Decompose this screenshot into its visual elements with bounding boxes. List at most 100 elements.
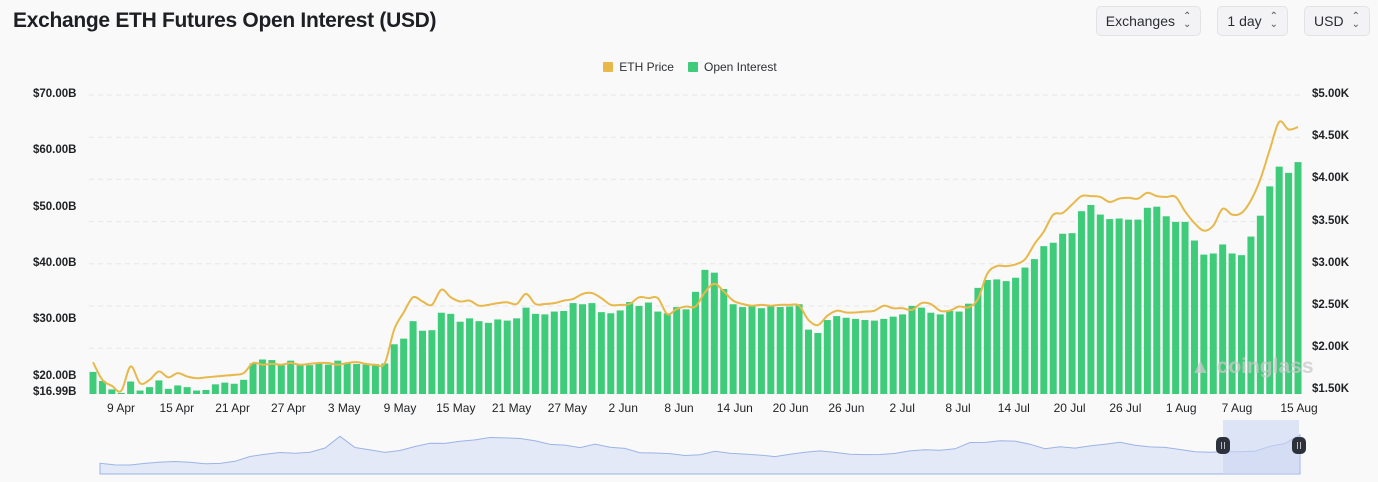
oi-bar: [579, 304, 587, 394]
oi-bar: [597, 312, 605, 394]
y-left-tick-label: $20.00B: [33, 370, 77, 382]
oi-bar: [127, 381, 135, 394]
oi-bar: [145, 387, 153, 394]
oi-bar: [1200, 254, 1208, 394]
oi-bar: [1106, 219, 1114, 394]
drag-handle-icon: [1216, 437, 1230, 454]
oi-bar: [1115, 218, 1123, 394]
oi-bar: [174, 385, 182, 394]
oi-bar: [720, 289, 728, 394]
oi-bar: [663, 313, 671, 394]
exchanges-select-label: Exchanges: [1105, 13, 1176, 29]
oi-bar: [1068, 233, 1076, 394]
x-tick-label: 7 Aug: [1221, 401, 1253, 415]
exchanges-select[interactable]: Exchanges ⌃ ⌄: [1095, 6, 1202, 36]
oi-bar: [456, 321, 464, 394]
oi-bar: [400, 338, 408, 394]
y-right-tick-label: $2.00K: [1312, 341, 1350, 354]
legend-item-open-interest[interactable]: Open Interest: [687, 60, 777, 74]
oi-bar: [710, 272, 718, 394]
oi-bar: [183, 387, 191, 394]
oi-bar: [607, 313, 615, 394]
legend-swatch: [603, 62, 614, 72]
legend-label: ETH Price: [619, 60, 674, 74]
x-tick-label: 14 Jun: [716, 401, 753, 415]
oi-bar: [1285, 172, 1293, 394]
oi-bar: [531, 313, 539, 394]
oi-bar: [447, 313, 455, 394]
oi-bar: [1219, 244, 1227, 394]
x-tick-label: 9 May: [383, 401, 417, 415]
oi-bar: [409, 321, 417, 394]
y-left-tick-label: $60.00B: [33, 144, 77, 156]
oi-bar: [343, 362, 351, 394]
oi-bar: [1238, 255, 1246, 394]
oi-bar: [268, 360, 276, 394]
oi-bar: [701, 269, 709, 394]
oi-bar: [692, 291, 699, 394]
oi-bar: [833, 316, 841, 394]
interval-select[interactable]: 1 day ⌃ ⌄: [1217, 6, 1289, 36]
x-tick-label: 26 Jul: [1109, 401, 1142, 415]
chevron-updown-icon: ⌃ ⌄: [1269, 11, 1279, 30]
x-tick-label: 20 Jun: [772, 401, 809, 415]
y-right-tick-label: $3.00K: [1312, 256, 1350, 269]
oi-bar: [136, 390, 144, 394]
oi-bar: [1247, 236, 1255, 394]
oi-bar: [1059, 233, 1067, 394]
oi-bar: [371, 364, 379, 394]
oi-bar: [1209, 253, 1217, 394]
oi-bar: [418, 330, 426, 394]
oi-bar: [1049, 242, 1057, 394]
drag-handle-icon: [1292, 437, 1306, 454]
oi-bar: [1030, 259, 1038, 394]
oi-bar: [1172, 221, 1180, 394]
oi-bar: [1021, 267, 1029, 394]
oi-bar: [804, 329, 812, 394]
y-left-tick-label: $50.00B: [33, 201, 77, 213]
watermark-text: coinglass: [1216, 355, 1314, 378]
oi-bar: [776, 307, 784, 394]
oi-bar: [1143, 207, 1151, 394]
oi-bar: [870, 320, 878, 394]
oi-bar: [616, 310, 624, 394]
oi-bar: [880, 318, 888, 394]
oi-bar: [108, 389, 116, 394]
chart-legend: ETH Price Open Interest: [0, 60, 1378, 74]
oi-bar: [334, 360, 342, 394]
currency-select[interactable]: USD ⌃ ⌄: [1304, 6, 1370, 36]
oi-bar: [1125, 219, 1133, 394]
y-left-tick-label: $16.99B: [33, 386, 77, 398]
oi-bar: [739, 307, 747, 394]
oi-bar: [955, 311, 963, 394]
x-tick-label: 14 Jul: [997, 401, 1030, 415]
legend-item-eth-price[interactable]: ETH Price: [603, 60, 674, 74]
oi-bar: [748, 305, 756, 394]
oi-bar: [1040, 246, 1048, 394]
x-tick-label: 20 Jul: [1053, 401, 1086, 415]
oi-bar: [814, 333, 822, 394]
y-left-tick-label: $30.00B: [33, 313, 77, 325]
oi-bar: [946, 311, 954, 394]
y-left-tick-label: $40.00B: [33, 257, 77, 269]
oi-bar: [249, 363, 257, 394]
oi-bar: [1294, 162, 1302, 394]
oi-bar: [682, 309, 690, 394]
oi-bar: [381, 363, 389, 394]
oi-bar: [466, 318, 474, 394]
x-tick-label: 9 Apr: [106, 401, 136, 415]
oi-bar: [240, 379, 248, 394]
oi-bar: [993, 279, 1001, 394]
oi-bar: [202, 389, 210, 394]
oi-bar: [437, 312, 445, 394]
oi-bar: [936, 314, 944, 394]
oi-bar: [908, 305, 916, 394]
y-right-tick-label: $2.50K: [1312, 299, 1350, 311]
x-tick-label: 2 Jul: [889, 401, 915, 415]
oi-bar: [654, 311, 662, 394]
oi-bar: [965, 303, 973, 394]
oi-bar: [503, 320, 511, 394]
x-tick-label: 8 Jun: [664, 401, 694, 415]
oi-bar: [917, 307, 925, 394]
oi-bar: [164, 388, 172, 394]
